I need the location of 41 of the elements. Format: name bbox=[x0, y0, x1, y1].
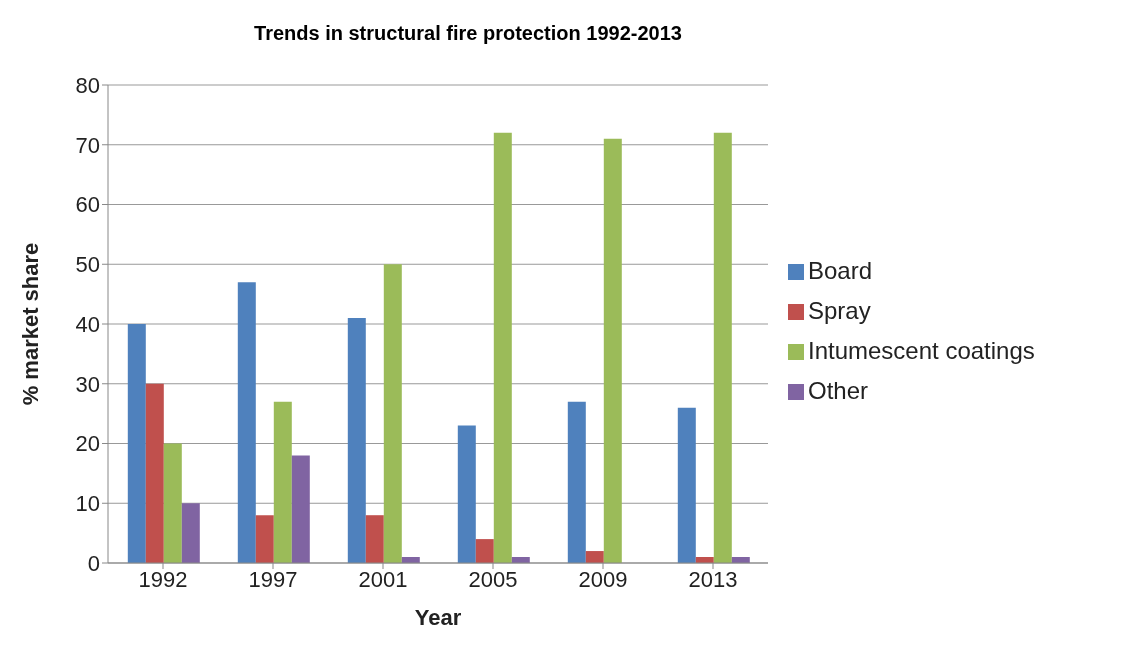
bar bbox=[475, 539, 494, 563]
y-tick-label: 20 bbox=[75, 431, 100, 457]
y-tick-label: 80 bbox=[75, 72, 100, 98]
bar bbox=[163, 443, 182, 563]
bar bbox=[365, 515, 384, 563]
bar bbox=[383, 264, 402, 563]
bar bbox=[603, 138, 622, 563]
bar bbox=[567, 401, 586, 563]
legend-label: Intumescent coatings bbox=[808, 336, 1035, 364]
bar bbox=[585, 551, 604, 563]
y-tick-label: 60 bbox=[75, 192, 100, 218]
bar bbox=[273, 401, 292, 563]
y-tick-label: 0 bbox=[87, 550, 100, 576]
x-axis-title: Year bbox=[414, 605, 462, 630]
legend-label: Other bbox=[808, 376, 869, 404]
bar bbox=[237, 282, 256, 563]
bar bbox=[181, 503, 200, 563]
y-tick-label: 50 bbox=[75, 252, 100, 278]
x-tick-label: 2009 bbox=[578, 566, 628, 592]
bar bbox=[677, 407, 696, 563]
bar bbox=[145, 383, 164, 563]
y-tick-label: 40 bbox=[75, 311, 100, 337]
x-tick-label: 2005 bbox=[468, 566, 518, 592]
x-tick-label: 1992 bbox=[138, 566, 188, 592]
y-tick-label: 10 bbox=[75, 491, 100, 517]
x-tick-label: 1997 bbox=[248, 566, 298, 592]
bar bbox=[493, 132, 512, 563]
bar bbox=[255, 515, 274, 563]
legend-label: Board bbox=[808, 256, 873, 284]
x-tick-label: 2001 bbox=[358, 566, 408, 592]
chart-title: Trends in structural fire protection 1992-2013 bbox=[253, 22, 683, 45]
bar bbox=[127, 324, 146, 563]
x-tick-label: 2013 bbox=[688, 566, 738, 592]
bar bbox=[457, 425, 476, 563]
bar bbox=[713, 132, 732, 563]
y-tick-label: 70 bbox=[75, 132, 100, 158]
y-tick-label: 30 bbox=[75, 371, 100, 397]
y-axis-title: % market share bbox=[17, 242, 43, 406]
bar bbox=[291, 455, 310, 563]
bar bbox=[347, 318, 366, 563]
legend-label: Spray bbox=[808, 296, 871, 324]
